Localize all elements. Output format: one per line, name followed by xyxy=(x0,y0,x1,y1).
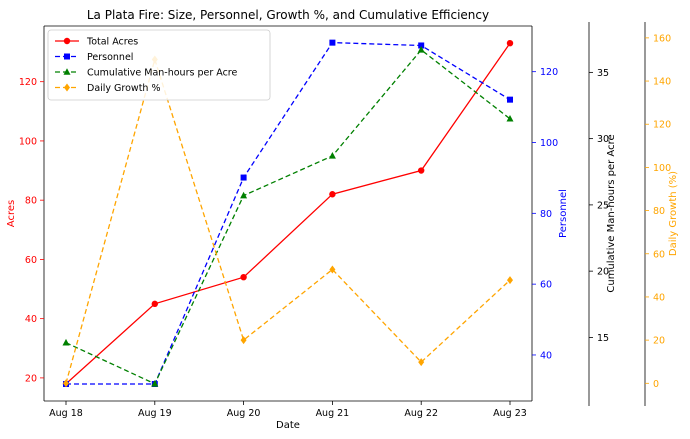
data-point-efficiency xyxy=(151,379,159,387)
y-tick-label-growth: 60 xyxy=(653,249,665,260)
legend-label-acres: Total Acres xyxy=(86,37,138,48)
y-tick-label-growth: 80 xyxy=(653,206,665,217)
y-axis-title-acres: Acres xyxy=(6,200,17,227)
series-line-personnel xyxy=(66,41,511,385)
y-tick-label-acres: 80 xyxy=(25,196,37,207)
y-tick-label-acres: 120 xyxy=(19,77,37,88)
legend-marker-personnel xyxy=(64,53,70,60)
data-point-efficiency xyxy=(417,46,425,53)
y-tick-label-acres: 100 xyxy=(19,136,37,147)
data-point-personnel xyxy=(329,39,336,46)
series-line-growth xyxy=(65,57,511,384)
y-tick-label-growth: 20 xyxy=(653,336,665,347)
legend-label-personnel: Personnel xyxy=(87,52,133,63)
series-line-acres xyxy=(65,42,511,385)
legend-box xyxy=(47,29,271,101)
x-tick-label: Aug 20 xyxy=(227,408,261,419)
y-tick-label-efficiency: 15 xyxy=(597,333,609,344)
legend-marker-acres xyxy=(63,37,71,45)
data-point-growth xyxy=(329,265,336,274)
data-point-growth xyxy=(63,379,69,388)
y-tick-label-growth: 120 xyxy=(653,120,671,131)
data-point-acres xyxy=(240,273,247,281)
data-point-acres xyxy=(151,300,158,308)
x-tick-label: Aug 22 xyxy=(404,408,438,419)
x-axis-title: Date xyxy=(276,420,300,431)
x-tick-label: Aug 18 xyxy=(49,408,83,419)
y-tick-label-personnel: 80 xyxy=(540,209,552,220)
y-tick-label-growth: 100 xyxy=(653,163,671,174)
y-axis-title-personnel: Personnel xyxy=(558,189,569,238)
data-point-growth xyxy=(240,336,247,345)
data-point-personnel xyxy=(240,174,247,181)
data-point-efficiency xyxy=(506,114,514,122)
data-point-personnel xyxy=(507,96,513,103)
y-tick-label-acres: 20 xyxy=(25,373,37,384)
data-point-acres xyxy=(329,191,336,198)
y-tick-label-efficiency: 35 xyxy=(597,68,609,79)
y-tick-label-efficiency: 25 xyxy=(597,200,609,211)
data-point-efficiency xyxy=(240,191,248,199)
legend-label-growth: Daily Growth % xyxy=(87,83,161,94)
data-point-acres xyxy=(506,39,514,47)
y-tick-label-growth: 0 xyxy=(653,379,659,390)
legend-marker-efficiency xyxy=(63,68,71,75)
y-tick-label-personnel: 60 xyxy=(540,280,552,291)
y-tick-label-efficiency: 30 xyxy=(597,134,609,145)
y-tick-label-growth: 40 xyxy=(653,292,665,303)
y-axis-title-growth: Daily Growth (%) xyxy=(668,171,679,256)
series-growth xyxy=(63,55,513,388)
y-tick-label-personnel: 40 xyxy=(540,350,552,361)
y-tick-label-personnel: 120 xyxy=(540,67,558,78)
data-point-growth xyxy=(418,358,425,367)
y-axis-title-efficiency: Cumulative Man-hours per Acre xyxy=(606,134,617,292)
legend-marker-growth xyxy=(64,83,70,92)
series-acres xyxy=(62,39,514,388)
data-point-acres xyxy=(418,167,425,174)
y-axes: 20 40 60 80 100 120 Acres 40 60 80 100 120 Personnel… xyxy=(6,22,679,406)
x-tick-label: Aug 21 xyxy=(316,408,350,419)
chart-title: La Plata Fire: Size, Personnel, Growth %… xyxy=(87,8,489,22)
y-tick-label-efficiency: 20 xyxy=(597,267,609,278)
y-tick-label-acres: 60 xyxy=(25,255,37,266)
series-line-efficiency xyxy=(65,49,511,385)
plot-frame xyxy=(44,25,532,402)
y-tick-label-acres: 40 xyxy=(25,314,37,325)
data-point-growth xyxy=(507,276,513,285)
series-layer xyxy=(62,39,514,388)
legend: Total Acres Personnel Cumulative Man-hours… xyxy=(47,29,271,101)
y-tick-label-personnel: 100 xyxy=(540,138,558,149)
y-tick-label-growth: 160 xyxy=(653,33,671,44)
data-point-efficiency xyxy=(328,152,336,159)
x-tick-label: Aug 19 xyxy=(138,408,172,419)
data-point-personnel xyxy=(418,42,425,49)
y-tick-label-growth: 140 xyxy=(653,77,671,88)
series-efficiency xyxy=(62,46,514,387)
legend-label-efficiency: Cumulative Man-hours per Acre xyxy=(87,68,237,79)
x-axis: Aug 18 Aug 19 Aug 20 Aug 21 Aug 22 Aug 23 xyxy=(49,401,527,419)
x-tick-label: Aug 23 xyxy=(493,408,527,419)
data-point-efficiency xyxy=(62,338,70,346)
